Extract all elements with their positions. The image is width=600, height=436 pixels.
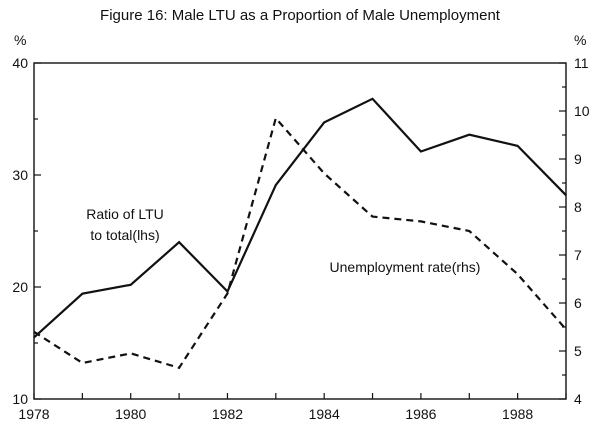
left-tick-label: 20	[12, 279, 28, 295]
right-tick-label: 9	[574, 151, 582, 167]
right-tick-label: 7	[574, 247, 582, 263]
annotation-line: Unemployment rate(rhs)	[330, 259, 481, 275]
tick-labels: 1978 1980 1982 1984 1986 1988 10 20 30 40 4 5 6 7 8 9 10…	[12, 55, 589, 422]
left-tick-label: 30	[12, 167, 28, 183]
series-lines	[33, 97, 567, 370]
right-tick-label: 6	[574, 295, 582, 311]
unemployment-rate-line	[33, 115, 567, 370]
x-tick-label: 1978	[18, 406, 49, 422]
x-tick-label: 1982	[212, 406, 243, 422]
x-tick-label: 1984	[309, 406, 340, 422]
right-tick-label: 4	[574, 391, 582, 407]
unemployment-rate-annotation: Unemployment rate(rhs)	[330, 259, 481, 275]
annotation-line: to total(lhs)	[90, 227, 159, 243]
ltu-ratio-annotation: Ratio of LTU to total(lhs)	[86, 206, 164, 243]
left-axis-unit: %	[14, 32, 26, 48]
series-annotations: Ratio of LTU to total(lhs) Unemployment ra…	[86, 206, 480, 275]
left-tick-label: 40	[12, 55, 28, 71]
right-axis-unit: %	[574, 32, 586, 48]
annotation-line: Ratio of LTU	[86, 206, 164, 222]
x-tick-label: 1986	[405, 406, 436, 422]
chart-title: Figure 16: Male LTU as a Proportion of M…	[100, 7, 501, 24]
left-tick-label: 10	[12, 391, 28, 407]
tick-marks	[33, 62, 567, 400]
right-tick-label: 11	[574, 55, 589, 71]
x-tick-label: 1980	[115, 406, 146, 422]
right-tick-label: 10	[574, 103, 590, 119]
ltu-ratio-line	[33, 97, 567, 339]
x-tick-label: 1988	[502, 406, 533, 422]
right-tick-label: 5	[574, 343, 582, 359]
right-tick-label: 8	[574, 199, 582, 215]
